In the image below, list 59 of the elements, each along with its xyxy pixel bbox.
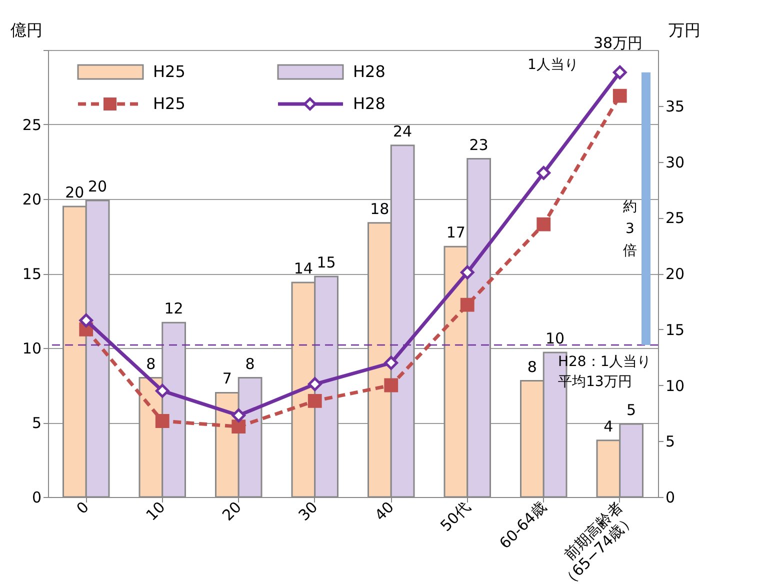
y2-axis-title: 万円 <box>668 20 700 40</box>
point <box>308 394 322 408</box>
point <box>460 298 474 312</box>
legend-label: H25 <box>153 94 186 113</box>
y2-tick-label: 5 <box>666 432 676 451</box>
data-label: 23 <box>469 136 488 154</box>
y2-tick-label: 30 <box>666 153 685 172</box>
data-label: 24 <box>393 122 412 140</box>
data-label: 18 <box>370 200 390 218</box>
data-label: 14 <box>294 259 313 278</box>
data-label: 15 <box>316 253 336 272</box>
annotation: 1人当り <box>528 57 578 73</box>
data-label: 8 <box>527 358 537 376</box>
x-tick-label: 50代 <box>436 498 474 535</box>
x-tick-label: 20 <box>218 498 245 524</box>
y-axis-title: 億円 <box>10 20 42 40</box>
y2-tick-label: 10 <box>666 376 685 395</box>
y-tick-label: 25 <box>22 116 42 134</box>
point <box>308 377 322 392</box>
data-label: 5 <box>626 400 636 419</box>
y2-tick-label: 25 <box>666 209 685 228</box>
point <box>232 420 246 434</box>
y2-tick-label: 20 <box>666 265 685 283</box>
data-label: 7 <box>222 370 232 388</box>
annotation: 約3倍 <box>623 199 637 259</box>
point <box>612 65 627 80</box>
point <box>612 88 627 103</box>
legend-label: H28 <box>353 62 386 81</box>
point <box>232 408 246 422</box>
data-label: 20 <box>88 177 108 196</box>
legend-label: H25 <box>153 62 186 81</box>
point <box>536 217 551 232</box>
legend-label: H28 <box>353 94 386 113</box>
point <box>79 313 94 328</box>
point <box>536 166 551 180</box>
data-label: 17 <box>446 224 466 242</box>
y2-tick-label: 35 <box>666 97 685 116</box>
point <box>384 378 398 392</box>
point <box>155 414 170 428</box>
data-label: 12 <box>164 300 184 318</box>
annotation: 38万円 <box>593 34 643 52</box>
y-tick-label: 15 <box>22 265 42 283</box>
data-label: 4 <box>604 417 614 436</box>
x-tick-label: 30 <box>295 498 322 524</box>
y2-tick-label: 15 <box>666 320 685 339</box>
y-tick-label: 5 <box>32 414 42 432</box>
data-label: 8 <box>245 354 255 373</box>
y-tick-label: 10 <box>22 340 42 358</box>
x-tick-label: 40 <box>371 498 398 524</box>
point <box>155 384 170 398</box>
data-label: 10 <box>546 329 565 348</box>
x-tick-label: 0 <box>73 498 92 518</box>
point <box>384 356 398 370</box>
point <box>460 265 474 280</box>
data-label: 20 <box>65 183 84 202</box>
y-tick-label: 20 <box>22 190 42 208</box>
ref-line-label: H28：1人当り平均13万円 <box>558 354 652 390</box>
data-label: 8 <box>146 354 156 373</box>
x-tick-label: 10 <box>142 498 169 524</box>
